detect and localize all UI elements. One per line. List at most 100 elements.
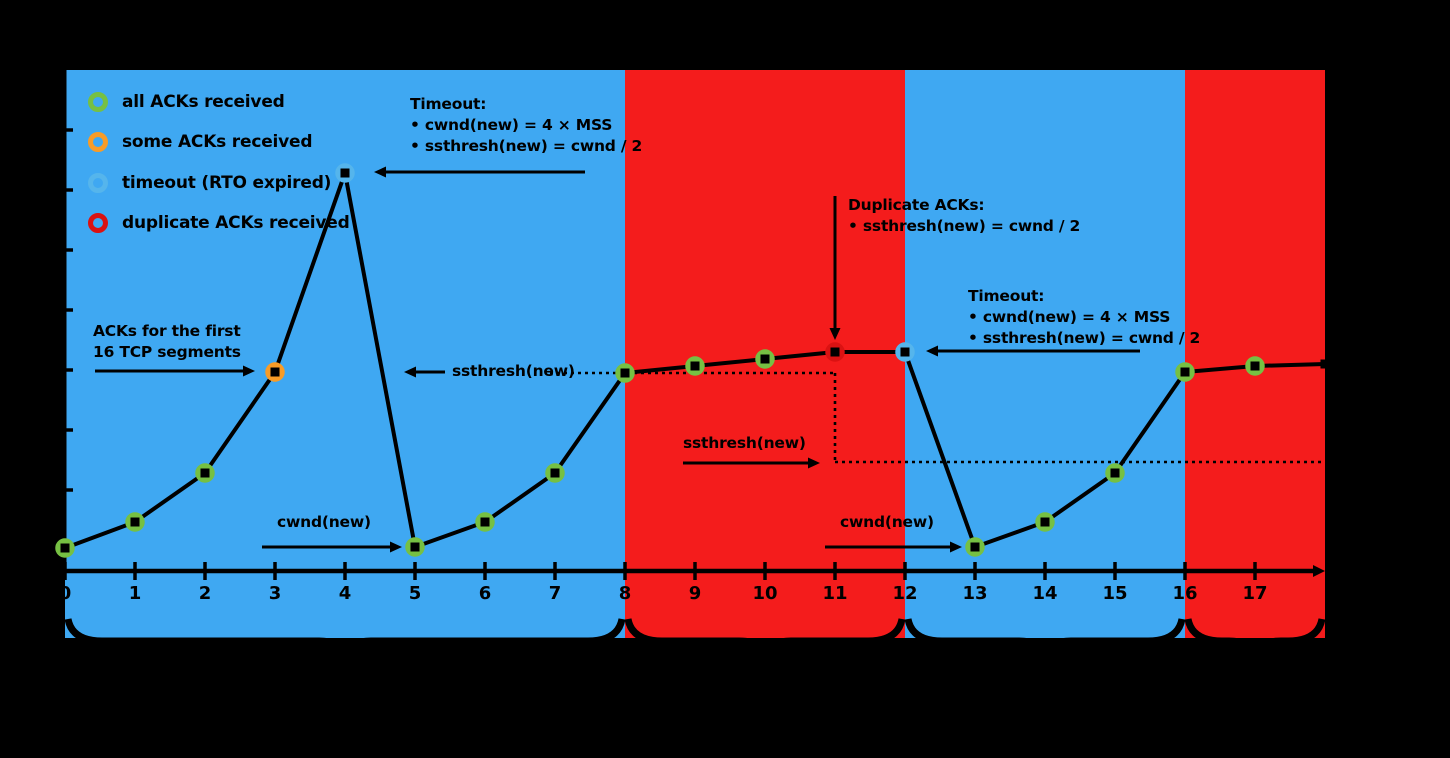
annotation-timeout-2: Timeout: • cwnd(new) = 4 × MSS • ssthres… (968, 286, 1200, 349)
all-ack-marker (1035, 512, 1055, 532)
orange-ring-icon (88, 132, 108, 152)
annotation-duplicate-acks: Duplicate ACKs: • ssthresh(new) = cwnd /… (848, 195, 1080, 237)
x-tick-label: 12 (892, 583, 918, 604)
phase-underbrace (64, 618, 626, 659)
data-point (480, 517, 490, 527)
data-point (340, 168, 350, 178)
all-ack-marker (685, 356, 705, 376)
data-point (550, 468, 560, 478)
annotation-acks-first: ACKs for the first 16 TCP segments (93, 321, 241, 363)
all-ack-marker (615, 363, 635, 383)
legend-item-all-acks: all ACKs received (88, 91, 285, 113)
all-ack-marker (55, 538, 75, 558)
data-point (1180, 367, 1190, 377)
data-point (410, 542, 420, 552)
x-tick-label: 3 (268, 583, 282, 604)
x-tick-label: 2 (198, 583, 212, 604)
all-ack-marker (405, 537, 425, 557)
annotation-cwnd-2: cwnd(new) (840, 512, 934, 533)
x-tick-label: 11 (822, 583, 848, 604)
x-tick-label: 4 (338, 583, 352, 604)
x-tick-label: 1 (128, 583, 142, 604)
duplicate-ack-marker (825, 342, 845, 362)
data-point (760, 354, 770, 364)
red-ring-icon (88, 213, 108, 233)
x-tick-label: 7 (548, 583, 562, 604)
data-point (970, 542, 980, 552)
all-ack-marker (965, 537, 985, 557)
data-point (1040, 517, 1050, 527)
all-ack-marker (1175, 362, 1195, 382)
all-ack-marker (755, 349, 775, 369)
annotation-line: • cwnd(new) = 4 × MSS (968, 308, 1171, 326)
x-tick-label: 9 (688, 583, 702, 604)
annotation-line: 16 TCP segments (93, 343, 241, 361)
all-ack-marker (195, 463, 215, 483)
annotation-title: Timeout: (410, 95, 487, 113)
annotation-title: Duplicate ACKs: (848, 196, 985, 214)
annotation-line: cwnd(new) (277, 513, 371, 531)
data-point (830, 347, 840, 357)
annotation-arrowhead (390, 541, 402, 553)
data-point (270, 367, 280, 377)
data-point (200, 468, 210, 478)
x-tick-label: 8 (618, 583, 632, 604)
x-tick-label: 5 (408, 583, 422, 604)
all-ack-marker (1245, 356, 1265, 376)
annotation-arrowhead (243, 365, 255, 377)
timeout-ack-marker (895, 342, 915, 362)
annotation-arrowhead (829, 328, 841, 340)
annotation-ssthresh-1: ssthresh(new) (452, 361, 575, 382)
annotation-line: • ssthresh(new) = cwnd / 2 (968, 329, 1201, 347)
annotation-arrowhead (404, 366, 416, 378)
x-axis-arrowhead (1313, 565, 1325, 577)
annotation-arrowhead (808, 457, 820, 469)
legend-label: some ACKs received (122, 132, 313, 152)
legend-label: all ACKs received (122, 92, 285, 112)
all-ack-marker (1105, 463, 1125, 483)
data-point (1250, 361, 1260, 371)
annotation-arrowhead (950, 541, 962, 553)
annotation-arrowhead (926, 345, 938, 357)
congestion-band (1185, 70, 1325, 638)
x-tick-label: 15 (1102, 583, 1128, 604)
data-point (60, 543, 70, 553)
annotation-arrowhead (374, 166, 386, 178)
annotation-line: ssthresh(new) (452, 362, 575, 380)
legend-item-duplicate-acks: duplicate ACKs received (88, 212, 350, 234)
data-point (620, 368, 630, 378)
data-point (900, 347, 910, 357)
all-ack-marker (125, 512, 145, 532)
data-point (1110, 468, 1120, 478)
all-ack-marker (475, 512, 495, 532)
annotation-line: • cwnd(new) = 4 × MSS (410, 116, 613, 134)
lightblue-ring-icon (88, 173, 108, 193)
data-point (130, 517, 140, 527)
x-tick-label: 16 (1172, 583, 1198, 604)
x-tick-label: 13 (962, 583, 988, 604)
legend-item-some-acks: some ACKs received (88, 131, 313, 153)
annotation-cwnd-1: cwnd(new) (277, 512, 371, 533)
annotation-line: • ssthresh(new) = cwnd / 2 (848, 217, 1081, 235)
annotation-line: cwnd(new) (840, 513, 934, 531)
some-ack-marker (265, 362, 285, 382)
x-tick-label: 14 (1032, 583, 1058, 604)
annotation-timeout-1: Timeout: • cwnd(new) = 4 × MSS • ssthres… (410, 94, 642, 157)
x-tick-label: 17 (1242, 583, 1268, 604)
green-ring-icon (88, 92, 108, 112)
phase-underbrace (904, 618, 1186, 659)
data-point (1320, 359, 1330, 369)
all-ack-marker (545, 463, 565, 483)
annotation-ssthresh-2: ssthresh(new) (683, 433, 806, 454)
legend-label: duplicate ACKs received (122, 213, 350, 233)
annotation-line: ssthresh(new) (683, 434, 806, 452)
annotation-line: ACKs for the first (93, 322, 241, 340)
x-tick-label: 6 (478, 583, 492, 604)
data-point (690, 361, 700, 371)
phase-underbrace (1184, 618, 1326, 659)
annotation-title: Timeout: (968, 287, 1045, 305)
legend-item-timeout: timeout (RTO expired) (88, 172, 331, 194)
legend-label: timeout (RTO expired) (122, 173, 332, 193)
